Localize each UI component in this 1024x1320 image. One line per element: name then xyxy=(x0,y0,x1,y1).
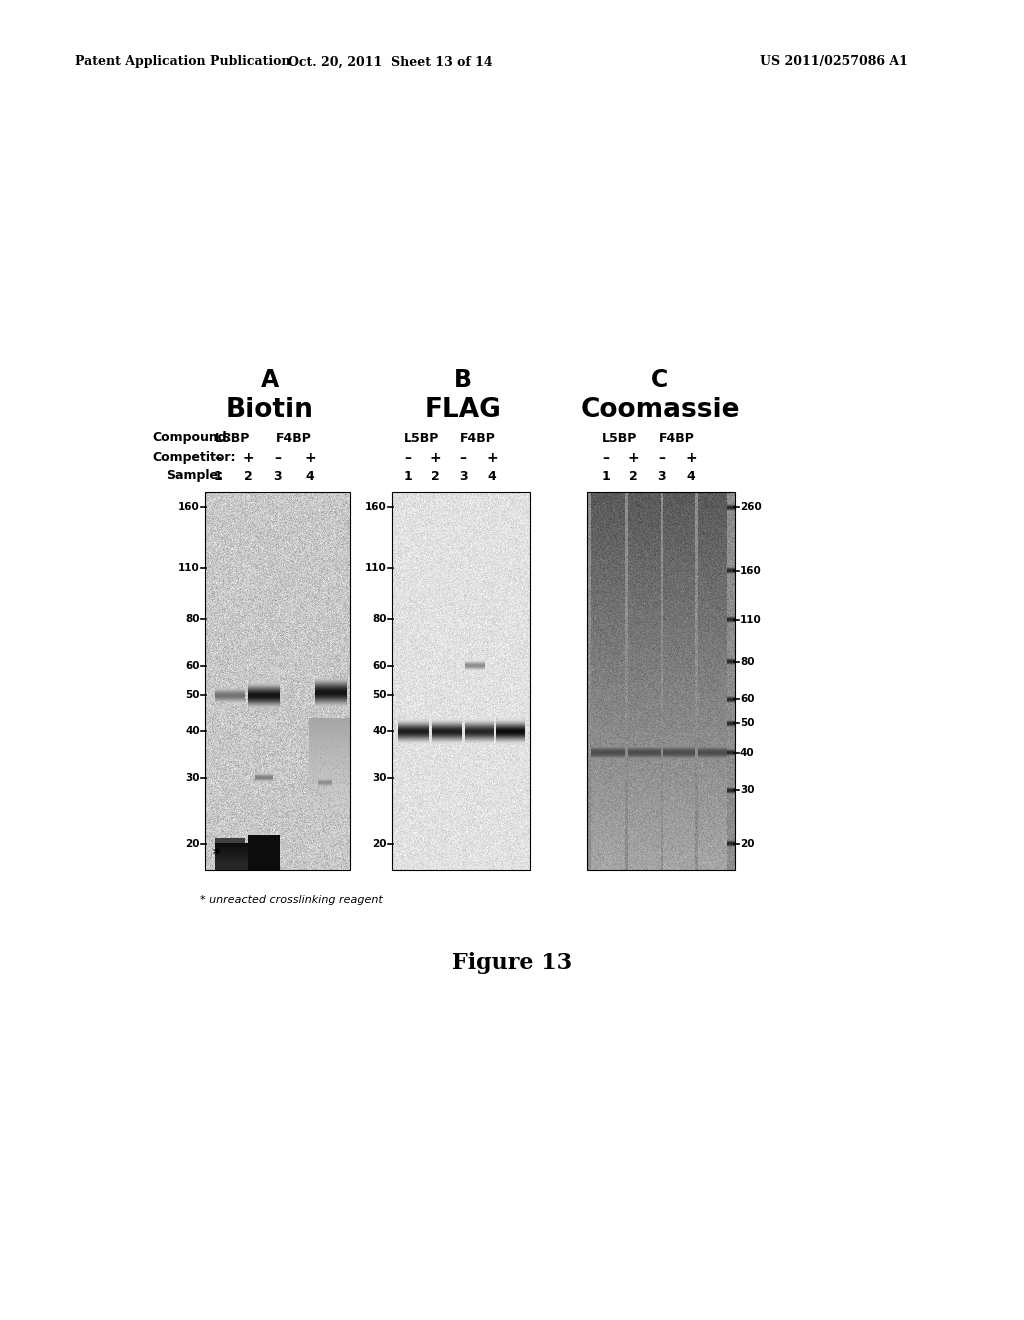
Text: L5BP: L5BP xyxy=(602,432,637,445)
Bar xyxy=(392,492,530,870)
Text: 30: 30 xyxy=(185,774,200,783)
Text: 30: 30 xyxy=(740,785,755,796)
Text: 4: 4 xyxy=(487,470,497,483)
Text: 4: 4 xyxy=(687,470,695,483)
Text: 160: 160 xyxy=(366,502,387,512)
Text: 80: 80 xyxy=(740,657,755,667)
Text: 20: 20 xyxy=(373,838,387,849)
Text: 110: 110 xyxy=(740,615,762,624)
Text: +: + xyxy=(429,451,440,465)
Text: –: – xyxy=(274,451,282,465)
Text: 20: 20 xyxy=(185,838,200,849)
Text: 110: 110 xyxy=(178,562,200,573)
Text: C: C xyxy=(651,368,669,392)
Text: F4BP: F4BP xyxy=(460,432,496,445)
Text: A: A xyxy=(261,368,280,392)
Text: 40: 40 xyxy=(740,747,755,758)
Bar xyxy=(205,492,350,870)
Text: +: + xyxy=(243,451,254,465)
Text: 50: 50 xyxy=(740,718,755,729)
Text: +: + xyxy=(627,451,639,465)
Text: 80: 80 xyxy=(373,614,387,624)
Text: +: + xyxy=(486,451,498,465)
Text: Oct. 20, 2011  Sheet 13 of 14: Oct. 20, 2011 Sheet 13 of 14 xyxy=(288,55,493,69)
Text: 110: 110 xyxy=(366,562,387,573)
Text: Competitor:: Competitor: xyxy=(152,451,236,465)
Text: 160: 160 xyxy=(178,502,200,512)
Text: Patent Application Publication: Patent Application Publication xyxy=(75,55,291,69)
Text: 50: 50 xyxy=(185,690,200,701)
Text: 260: 260 xyxy=(740,502,762,512)
Text: 40: 40 xyxy=(373,726,387,737)
Text: 2: 2 xyxy=(431,470,439,483)
Text: 4: 4 xyxy=(305,470,314,483)
Text: F4BP: F4BP xyxy=(658,432,694,445)
Text: –: – xyxy=(602,451,609,465)
Text: Compound:: Compound: xyxy=(152,432,231,445)
Bar xyxy=(587,492,735,870)
Text: 60: 60 xyxy=(740,694,755,705)
Text: 2: 2 xyxy=(629,470,637,483)
Text: +: + xyxy=(685,451,696,465)
Text: –: – xyxy=(460,451,467,465)
Text: 1: 1 xyxy=(602,470,610,483)
Text: 160: 160 xyxy=(740,566,762,576)
Text: *: * xyxy=(213,847,221,863)
Text: Biotin: Biotin xyxy=(226,397,314,422)
Text: L5BP: L5BP xyxy=(403,432,439,445)
Text: 3: 3 xyxy=(459,470,467,483)
Text: 3: 3 xyxy=(273,470,283,483)
Text: –: – xyxy=(658,451,666,465)
Text: Sample:: Sample: xyxy=(166,470,223,483)
Text: 60: 60 xyxy=(373,661,387,671)
Text: * unreacted crosslinking reagent: * unreacted crosslinking reagent xyxy=(200,895,383,906)
Text: FLAG: FLAG xyxy=(425,397,502,422)
Text: 30: 30 xyxy=(373,774,387,783)
Text: 60: 60 xyxy=(185,661,200,671)
Text: –: – xyxy=(214,451,221,465)
Text: 80: 80 xyxy=(185,614,200,624)
Text: –: – xyxy=(404,451,412,465)
Text: B: B xyxy=(454,368,472,392)
Text: Coomassie: Coomassie xyxy=(581,397,739,422)
Text: Figure 13: Figure 13 xyxy=(452,952,572,974)
Text: 2: 2 xyxy=(244,470,252,483)
Text: 1: 1 xyxy=(403,470,413,483)
Text: 3: 3 xyxy=(657,470,667,483)
Text: F4BP: F4BP xyxy=(276,432,312,445)
Text: 40: 40 xyxy=(185,726,200,737)
Text: 1: 1 xyxy=(214,470,222,483)
Text: L5BP: L5BP xyxy=(215,432,251,445)
Text: 20: 20 xyxy=(740,838,755,849)
Text: US 2011/0257086 A1: US 2011/0257086 A1 xyxy=(760,55,908,69)
Text: 50: 50 xyxy=(373,690,387,701)
Text: +: + xyxy=(304,451,315,465)
